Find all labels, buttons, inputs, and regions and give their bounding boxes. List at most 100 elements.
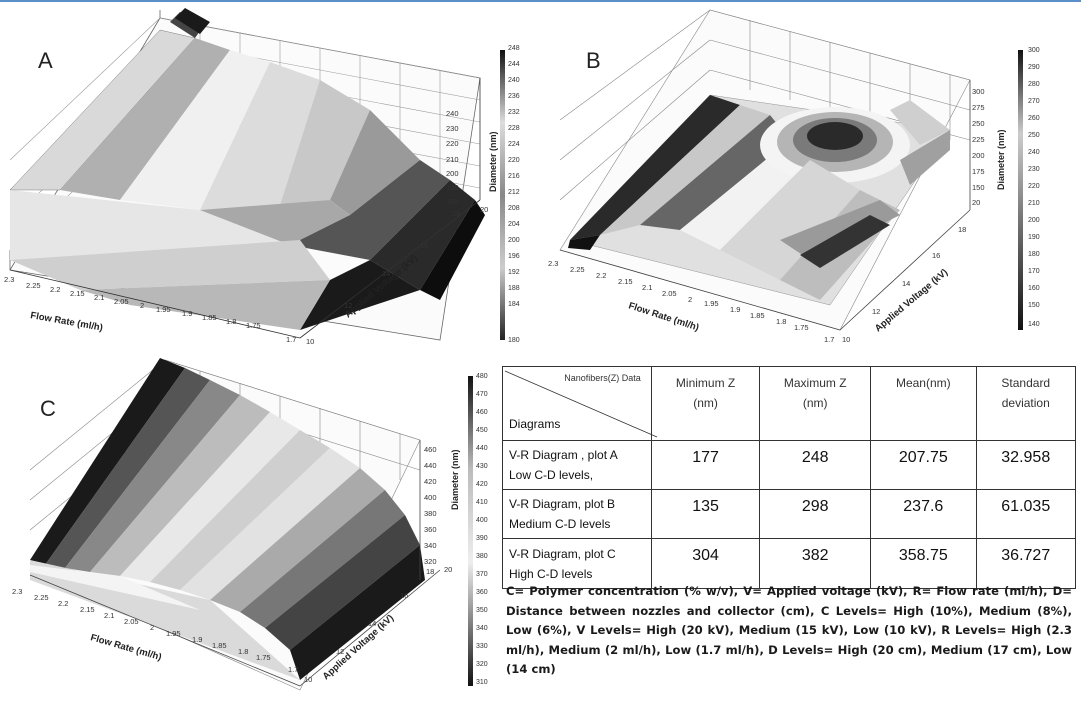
z-tick: 200 (972, 151, 985, 160)
x-tick: 2.25 (34, 593, 49, 602)
cbar-tick: 380 (476, 553, 488, 560)
cell-max: 248 (759, 440, 872, 490)
cbar-tick: 280 (1028, 81, 1040, 88)
x-tick: 2.2 (58, 599, 68, 608)
plot-c-zlabel: Diameter (nm) (450, 449, 460, 510)
header-sd-line2: deviation (1001, 396, 1050, 410)
x-tick: 1.75 (246, 321, 261, 330)
z-tick: 180 (446, 197, 459, 206)
z-tick: 360 (424, 525, 437, 534)
table-row: V-R Diagram , plot A Low C-D levels, 177… (502, 440, 1077, 490)
plot-b-band (800, 215, 890, 268)
plot-b-surface: 2.3 2.25 2.2 2.15 2.1 2.05 2 1.95 1.9 1.85 1.… (548, 9, 1040, 344)
top-border-line (0, 0, 1081, 2)
z-tick: 420 (424, 477, 437, 486)
x-tick: 1.8 (226, 317, 236, 326)
x-tick: 1.7 (286, 335, 296, 344)
cbar-tick: 260 (1028, 115, 1040, 122)
plot-c-label: C (40, 396, 56, 421)
plot-b-band (890, 100, 950, 145)
plot-a-zlabel: Diameter (nm) (488, 131, 498, 192)
plot-a-band (80, 280, 330, 330)
cbar-tick: 450 (476, 427, 488, 434)
cbar-tick: 236 (508, 93, 520, 100)
x-tick: 1.9 (730, 305, 740, 314)
cbar-tick: 190 (1028, 234, 1040, 241)
plot-b-colorbar-ticks: 300 290 280 270 260 250 240 230 220 210 200 19… (1028, 47, 1040, 328)
y-tick: 10 (842, 335, 850, 344)
x-tick: 2.15 (70, 289, 85, 298)
cbar-tick: 290 (1028, 64, 1040, 71)
plot-a-surface: 2.3 2.25 2.2 2.15 2.1 2.05 2 1.95 1.9 1.85 1.… (4, 8, 520, 346)
x-tick: 1.85 (750, 311, 765, 320)
plot-c-colorbar: 480 470 460 450 440 430 420 410 400 390 380 37… (468, 373, 488, 686)
x-tick: 1.9 (182, 309, 192, 318)
cell-max: 298 (759, 489, 872, 539)
plot-c-band (65, 380, 240, 572)
header-max-line1: Maximum Z (783, 376, 847, 390)
plot-a-band (370, 180, 475, 290)
plot-a-colorbar-ticks: 248 244 240 236 232 228 224 220 216 212 208 20… (508, 45, 520, 344)
corner-top-label: Nanofibers(Z) Data (564, 372, 641, 383)
plot-b-band (570, 95, 740, 240)
y-tick: 10 (304, 675, 312, 684)
cbar-tick: 188 (508, 285, 520, 292)
header-min-line2: (nm) (693, 396, 718, 410)
cbar-tick: 440 (476, 445, 488, 452)
row-name: V-R Diagram, plot B Medium C-D levels (502, 489, 652, 539)
cbar-tick: 228 (508, 125, 520, 132)
cbar-tick: 248 (508, 45, 520, 52)
cell-mean: 237.6 (870, 489, 977, 539)
cbar-tick: 480 (476, 373, 488, 380)
cbar-tick: 370 (476, 571, 488, 578)
plot-c-band (240, 490, 405, 628)
cbar-tick: 330 (476, 643, 488, 650)
header-sd: Standard deviation (975, 366, 1077, 441)
z-tick: 230 (446, 124, 459, 133)
plot-c-band (120, 412, 300, 582)
z-tick: 220 (446, 139, 459, 148)
plot-b-band (640, 115, 790, 230)
y-tick: 10 (306, 337, 314, 346)
cell-min: 177 (650, 440, 761, 490)
plot-b-ylabel: Applied Voltage (kV) (873, 267, 950, 334)
plot-c-band (45, 368, 210, 568)
x-tick: 1.85 (212, 641, 227, 650)
plot-b-zlabel: Diameter (nm) (996, 129, 1006, 190)
plot-c-y-ticks: 10 12 14 16 18 20 (304, 565, 452, 684)
cbar-tick: 196 (508, 253, 520, 260)
x-tick: 2 (140, 301, 144, 310)
row-name-line2: High C-D levels (509, 566, 593, 581)
plot-c-band (30, 560, 300, 680)
x-tick: 2.1 (642, 283, 652, 292)
plot-a-band (290, 160, 450, 260)
plot-b-label: B (586, 48, 601, 73)
z-tick: 200 (446, 169, 459, 178)
z-tick: 150 (972, 183, 985, 192)
plot-c-panel: 2.3 2.25 2.2 2.15 2.1 2.05 2 1.95 1.9 1.85 1.… (0, 350, 500, 702)
y-tick: 16 (400, 591, 408, 600)
z-tick: 210 (446, 155, 459, 164)
plot-c-band (30, 565, 200, 610)
cbar-tick: 390 (476, 535, 488, 542)
z-tick: 240 (446, 109, 459, 118)
plot-c-surface: 2.3 2.25 2.2 2.15 2.1 2.05 2 1.95 1.9 1.85 1.… (12, 358, 488, 691)
x-tick: 2.3 (4, 275, 14, 284)
x-tick: 1.8 (238, 647, 248, 656)
x-tick: 1.85 (202, 313, 217, 322)
cbar-tick: 400 (476, 517, 488, 524)
plot-c-band (180, 448, 360, 600)
cbar-tick: 310 (476, 679, 488, 686)
z-tick: 460 (424, 445, 437, 454)
plot-b-x-ticks: 2.3 2.25 2.2 2.15 2.1 2.05 2 1.95 1.9 1.85 1.… (548, 259, 834, 344)
row-name: V-R Diagram , plot A Low C-D levels, (502, 440, 652, 490)
plot-b-band (807, 122, 863, 150)
plot-c-band (265, 515, 420, 650)
cbar-tick: 430 (476, 463, 488, 470)
z-tick: 340 (424, 541, 437, 550)
x-tick: 2.25 (26, 281, 41, 290)
plot-a-xlabel: Flow Rate (ml/h) (29, 310, 103, 334)
cbar-tick: 224 (508, 141, 520, 148)
plot-a-band (120, 50, 270, 210)
plot-a-y-ticks: 10 12 14 16 18 20 (306, 205, 488, 346)
